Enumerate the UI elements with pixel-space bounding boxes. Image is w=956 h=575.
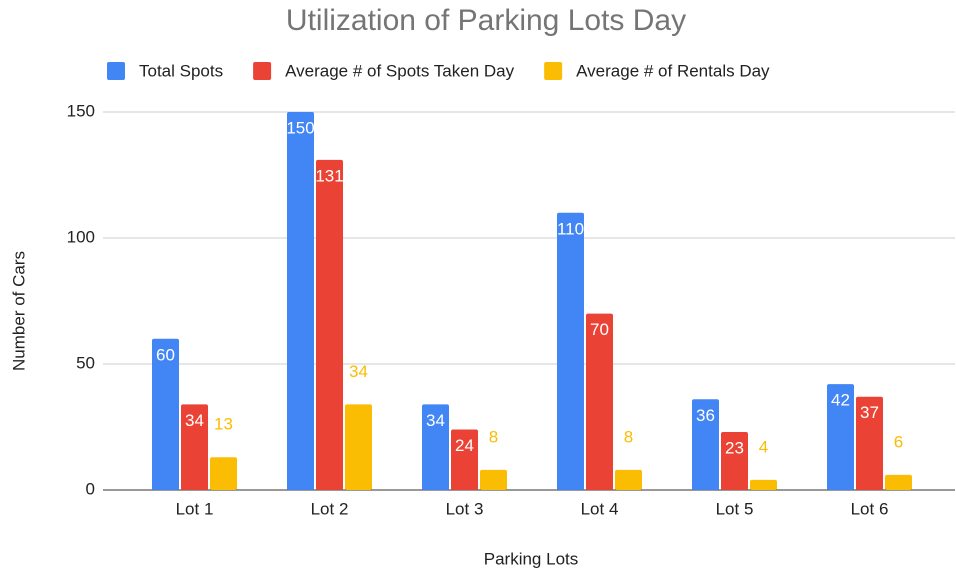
bar: [827, 384, 854, 490]
value-label: 8: [489, 427, 498, 446]
value-label: 70: [590, 320, 609, 339]
bar: [750, 479, 777, 490]
bar: [557, 212, 584, 491]
value-label: 8: [624, 427, 633, 446]
bar: [152, 338, 179, 490]
bar: [345, 404, 372, 490]
value-label: 42: [831, 391, 850, 410]
value-label: 150: [286, 118, 314, 137]
value-label: 4: [759, 437, 768, 456]
y-tick-label: 100: [67, 227, 95, 246]
value-label: 6: [894, 432, 903, 451]
value-label: 60: [156, 345, 175, 364]
value-label: 110: [557, 219, 584, 238]
bar: [210, 457, 237, 490]
legend-swatch: [544, 62, 563, 80]
bar: [287, 112, 314, 490]
bar: [451, 429, 478, 490]
value-label: 23: [725, 439, 744, 458]
value-label: 131: [315, 166, 343, 185]
legend-label: Average # of Spots Taken Day: [285, 61, 515, 80]
bar: [181, 404, 208, 490]
x-axis-label: Parking Lots: [484, 549, 579, 568]
y-tick-label: 0: [86, 479, 95, 498]
value-label: 34: [185, 411, 204, 430]
y-tick-label: 50: [76, 353, 95, 372]
bar: [885, 474, 912, 490]
chart-title: Utilization of Parking Lots Day: [286, 4, 686, 37]
x-tick-label: Lot 1: [176, 499, 214, 518]
bar: [316, 159, 343, 490]
x-tick-label: Lot 6: [851, 499, 889, 518]
x-tick-label: Lot 5: [716, 499, 754, 518]
legend-swatch: [107, 62, 125, 80]
bar: [721, 432, 748, 490]
legend-label: Total Spots: [139, 61, 223, 80]
x-tick-label: Lot 2: [311, 499, 349, 518]
bar: [856, 396, 883, 490]
bar: [586, 313, 613, 490]
x-tick-label: Lot 4: [581, 499, 619, 518]
x-tick-label: Lot 3: [446, 499, 484, 518]
value-label: 24: [455, 436, 474, 455]
bar: [422, 404, 449, 490]
legend-swatch: [253, 62, 272, 80]
value-label: 34: [426, 411, 445, 430]
bar: [480, 469, 507, 490]
value-label: 36: [696, 406, 715, 425]
legend-label: Average # of Rentals Day: [576, 61, 770, 80]
bar: [615, 469, 642, 490]
value-label: 37: [860, 403, 879, 422]
value-label: 34: [349, 362, 368, 381]
bar: [692, 399, 719, 490]
y-axis-label: Number of Cars: [9, 251, 28, 371]
value-label: 13: [214, 415, 233, 434]
y-tick-label: 150: [67, 101, 95, 120]
